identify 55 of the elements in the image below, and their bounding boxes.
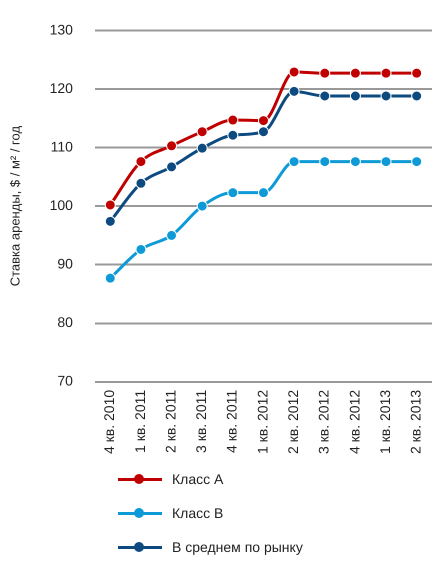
y-axis-title: Ставка аренды, $ / м² / год xyxy=(7,126,22,286)
legend-label: В среднем по рынку xyxy=(172,539,303,555)
x-tick-label: 2 кв. 2011 xyxy=(162,390,178,453)
point xyxy=(350,156,361,168)
point xyxy=(135,178,146,189)
point xyxy=(258,187,269,198)
point xyxy=(196,200,208,212)
point xyxy=(196,142,208,154)
x-tick-label: 1 кв. 2013 xyxy=(376,390,393,454)
point xyxy=(104,216,116,227)
y-tick-label: 120 xyxy=(50,80,74,96)
point xyxy=(350,68,361,79)
point xyxy=(319,90,330,102)
x-tick-label: 1 кв. 2012 xyxy=(254,390,270,454)
x-tick-label: 3 кв. 2012 xyxy=(316,390,332,454)
point xyxy=(104,272,116,284)
point xyxy=(135,156,146,168)
point xyxy=(411,90,422,102)
y-tick-label: 100 xyxy=(50,196,74,213)
x-tick-label: 3 кв. 2011 xyxy=(193,390,210,453)
y-tick-label: 110 xyxy=(50,138,74,154)
point xyxy=(258,126,269,138)
point xyxy=(319,156,330,168)
point xyxy=(166,140,178,152)
point xyxy=(380,68,392,79)
legend-label: Класс В xyxy=(172,505,224,521)
point xyxy=(227,187,238,198)
point xyxy=(350,90,361,102)
point xyxy=(380,90,392,102)
point xyxy=(288,156,300,168)
y-tick-label: 70 xyxy=(57,372,74,389)
y-tick-label: 90 xyxy=(57,256,74,272)
point xyxy=(135,244,146,255)
x-tick-label: 4 кв. 2012 xyxy=(346,390,362,454)
point xyxy=(104,199,116,210)
x-tick-label: 2 кв. 2012 xyxy=(284,390,301,454)
point xyxy=(258,115,269,126)
point xyxy=(380,156,392,168)
x-tick-label: 1 кв. 2011 xyxy=(132,390,148,453)
y-tick-label: 130 xyxy=(50,21,74,38)
point xyxy=(227,114,238,126)
point xyxy=(288,66,300,78)
point xyxy=(411,68,422,79)
point xyxy=(288,86,300,97)
point xyxy=(411,156,422,168)
x-tick-label: 4 кв. 2010 xyxy=(101,390,118,454)
x-tick-label: 4 кв. 2011 xyxy=(224,390,240,453)
point xyxy=(166,230,178,241)
legend-label: Класс А xyxy=(172,471,224,487)
point xyxy=(227,130,238,141)
point xyxy=(196,126,208,138)
point xyxy=(166,161,178,172)
y-tick-label: 80 xyxy=(57,314,74,330)
x-tick-label: 2 кв. 2013 xyxy=(408,390,424,454)
point xyxy=(319,68,330,79)
